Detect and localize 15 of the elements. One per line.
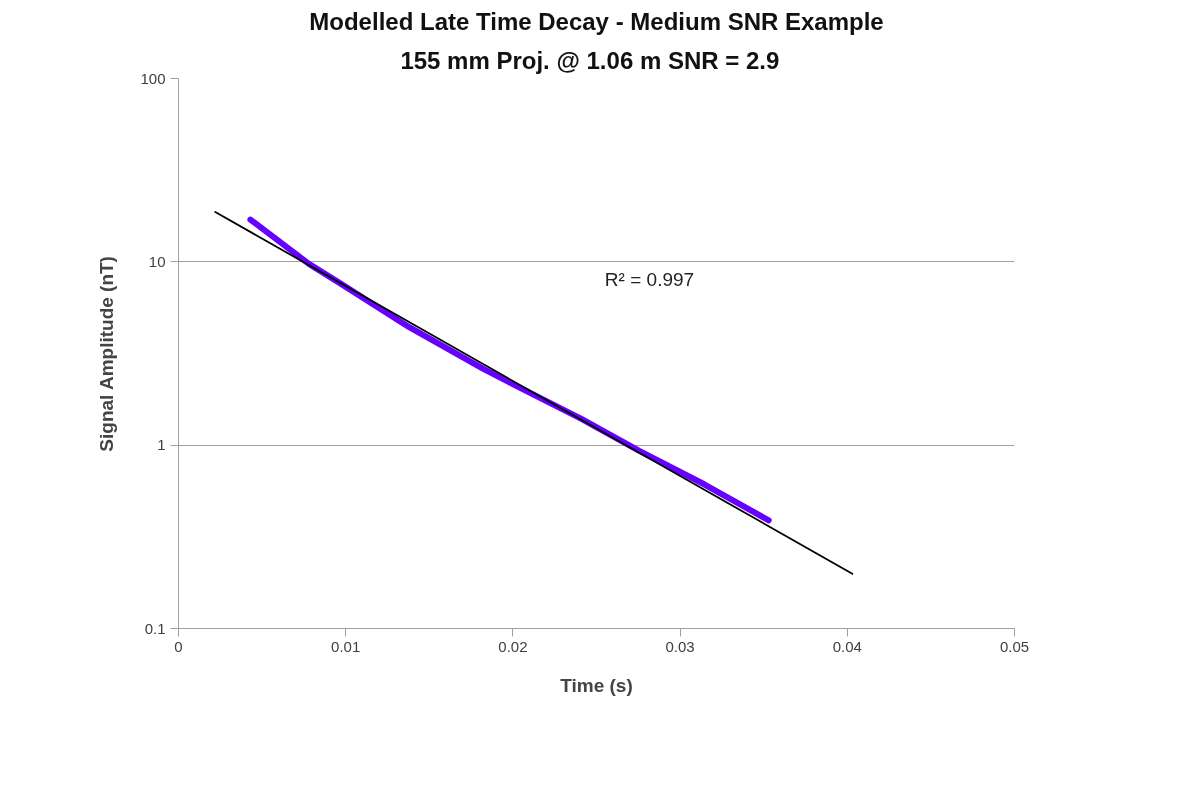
y-tick-label: 1 <box>157 436 166 454</box>
x-tick-label: 0.01 <box>331 637 361 655</box>
x-tick-label: 0.05 <box>999 637 1030 655</box>
annotation: R² = 0.997 <box>604 268 695 290</box>
x-tick-label: 0.03 <box>665 637 695 655</box>
chart-subtitle: 155 mm Proj. @ 1.06 m SNR = 2.9 <box>400 46 780 74</box>
y-tick-label: 10 <box>148 252 166 270</box>
x-axis-title: Time (s) <box>560 674 633 696</box>
chart-title: Modelled Late Time Decay - Medium SNR Example <box>309 7 884 35</box>
x-tick-label: 0.04 <box>832 637 862 655</box>
x-tick-label: 0 <box>174 637 183 655</box>
y-axis-title: Signal Amplitude (nT) <box>96 256 118 452</box>
x-tick-label: 0.02 <box>498 637 528 655</box>
y-tick-label: 0.1 <box>144 619 166 637</box>
y-tick-label: 100 <box>140 69 166 87</box>
